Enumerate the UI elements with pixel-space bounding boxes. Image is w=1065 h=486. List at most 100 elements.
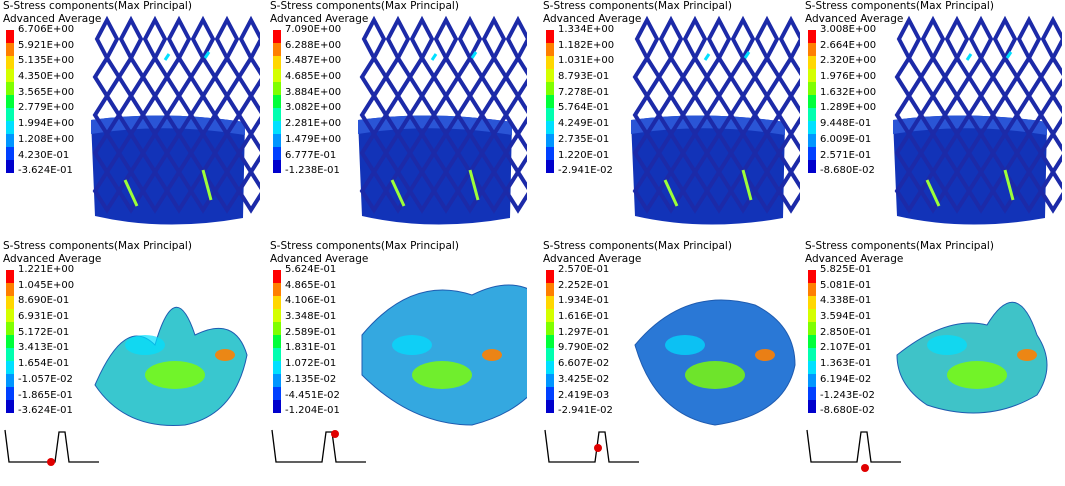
legend-swatch — [546, 147, 554, 160]
legend-swatch — [6, 270, 14, 283]
legend-value: -1.057E-02 — [18, 373, 73, 385]
legend-value: -1.865E-01 — [18, 389, 73, 401]
legend-swatch — [6, 82, 14, 95]
legend-swatch — [808, 283, 816, 296]
legend-swatch — [273, 296, 281, 309]
legend-swatch — [6, 296, 14, 309]
ecg-marker — [861, 464, 869, 472]
legend-color-bar — [546, 30, 554, 173]
legend-swatch — [6, 400, 14, 413]
legend-swatch — [808, 95, 816, 108]
stress-region-cyan — [665, 335, 705, 355]
legend-value: 3.135E-02 — [285, 373, 337, 385]
legend-value: 2.850E-01 — [820, 326, 872, 338]
legend-swatch — [808, 30, 816, 43]
legend-swatch — [808, 121, 816, 134]
legend-swatch — [6, 309, 14, 322]
legend-labels: 2.570E-01 2.252E-01 1.934E-01 1.616E-01 1.29… — [558, 264, 613, 421]
legend-labels: 1.221E+00 1.045E+00 8.690E-01 6.931E-01 5.17… — [18, 264, 74, 421]
legend-value: 2.570E-01 — [558, 264, 610, 275]
legend-swatch — [546, 121, 554, 134]
legend-value: 6.194E-02 — [820, 373, 872, 385]
legend-swatch — [546, 134, 554, 147]
legend-value: 1.031E+00 — [558, 55, 615, 67]
panel-title: S-Stress components(Max Principal) Advanc… — [543, 240, 732, 266]
legend-swatch — [6, 108, 14, 121]
legend-swatch — [808, 134, 816, 147]
legend-value: 3.348E-01 — [285, 311, 337, 323]
panel-title-line: S-Stress components(Max Principal) — [805, 240, 994, 252]
legend-value: 1.220E-01 — [558, 149, 610, 161]
panel-subtitle-line: Advanced Average — [805, 13, 904, 25]
legend-swatch — [808, 322, 816, 335]
legend-value: 9.448E-01 — [820, 118, 872, 130]
ecg-trace — [544, 429, 639, 463]
panel-title-line: S-Stress components(Max Principal) — [3, 0, 192, 12]
legend-value: -3.624E-01 — [18, 405, 73, 417]
panel-title-line: S-Stress components(Max Principal) — [270, 0, 459, 12]
legend-value: 6.706E+00 — [18, 24, 75, 35]
legend-value: 3.425E-02 — [558, 373, 610, 385]
legend-swatch — [6, 69, 14, 82]
legend-value: -8.680E-02 — [820, 165, 875, 177]
stress-highlight-top — [430, 51, 478, 61]
panel-title: S-Stress components(Max Principal) Advanc… — [543, 0, 732, 26]
stress-highlight-top — [703, 51, 751, 61]
legend-swatch — [273, 82, 281, 95]
panel-subtitle-line: Advanced Average — [270, 13, 369, 25]
panel-title: S-Stress components(Max Principal) Advanc… — [270, 240, 459, 266]
legend-swatch — [808, 160, 816, 173]
legend-value: 3.884E+00 — [285, 86, 342, 98]
legend-value: 6.931E-01 — [18, 311, 70, 323]
panel-title: S-Stress components(Max Principal) Advanc… — [805, 0, 994, 26]
legend-value: 3.008E+00 — [820, 24, 877, 35]
legend-swatch — [6, 361, 14, 374]
legend-swatch — [273, 30, 281, 43]
ecg-waveform — [4, 429, 99, 463]
stress-highlight — [390, 169, 480, 207]
legend-value: -2.941E-02 — [558, 165, 613, 177]
legend-swatch — [546, 335, 554, 348]
legend-value: -2.941E-02 — [558, 405, 613, 417]
legend-value: 8.793E-01 — [558, 71, 610, 83]
legend-swatch — [6, 95, 14, 108]
stress-highlight — [123, 169, 213, 207]
ecg-waveform — [806, 429, 901, 463]
legend-color-bar — [6, 270, 14, 413]
legend-value: 2.779E+00 — [18, 102, 75, 114]
legend-color-bar — [273, 30, 281, 173]
legend-swatch — [808, 147, 816, 160]
stress-region-orange — [1017, 349, 1037, 361]
panel-subtitle-line: Advanced Average — [3, 13, 102, 25]
panel-title: S-Stress components(Max Principal) Advanc… — [805, 240, 994, 266]
legend-labels: 6.706E+00 5.921E+00 5.135E+00 4.350E+00 3.56… — [18, 24, 74, 181]
legend-value: 4.865E-01 — [285, 279, 337, 291]
legend-value: 1.334E+00 — [558, 24, 615, 35]
legend-value: 3.594E-01 — [820, 311, 872, 323]
legend-swatch — [273, 283, 281, 296]
legend-swatch — [6, 121, 14, 134]
legend-value: -3.624E-01 — [18, 165, 73, 177]
stress-panel: S-Stress components(Max Principal) Advanc… — [270, 0, 536, 243]
legend-swatch — [808, 361, 816, 374]
panel-title-line: S-Stress components(Max Principal) — [543, 240, 732, 252]
legend-swatch — [273, 134, 281, 147]
ecg-trace — [271, 429, 366, 463]
legend-value: 1.616E-01 — [558, 311, 610, 323]
legend-swatch — [546, 43, 554, 56]
leaflet-surface — [361, 284, 527, 426]
legend-value: 1.072E-01 — [285, 358, 337, 370]
panel-title-line: S-Stress components(Max Principal) — [270, 240, 459, 252]
panel-subtitle-line: Advanced Average — [270, 253, 369, 265]
legend-swatch — [6, 335, 14, 348]
legend-color-bar — [808, 270, 816, 413]
legend-swatch — [6, 374, 14, 387]
legend-swatch — [808, 82, 816, 95]
legend-value: -8.680E-02 — [820, 405, 875, 417]
panel-subtitle-line: Advanced Average — [3, 253, 102, 265]
legend-swatch — [546, 283, 554, 296]
legend-value: 1.208E+00 — [18, 133, 75, 145]
panel-subtitle-line: Advanced Average — [543, 13, 642, 25]
legend-value: -1.238E-01 — [285, 165, 340, 177]
stent-skirt — [631, 115, 785, 225]
